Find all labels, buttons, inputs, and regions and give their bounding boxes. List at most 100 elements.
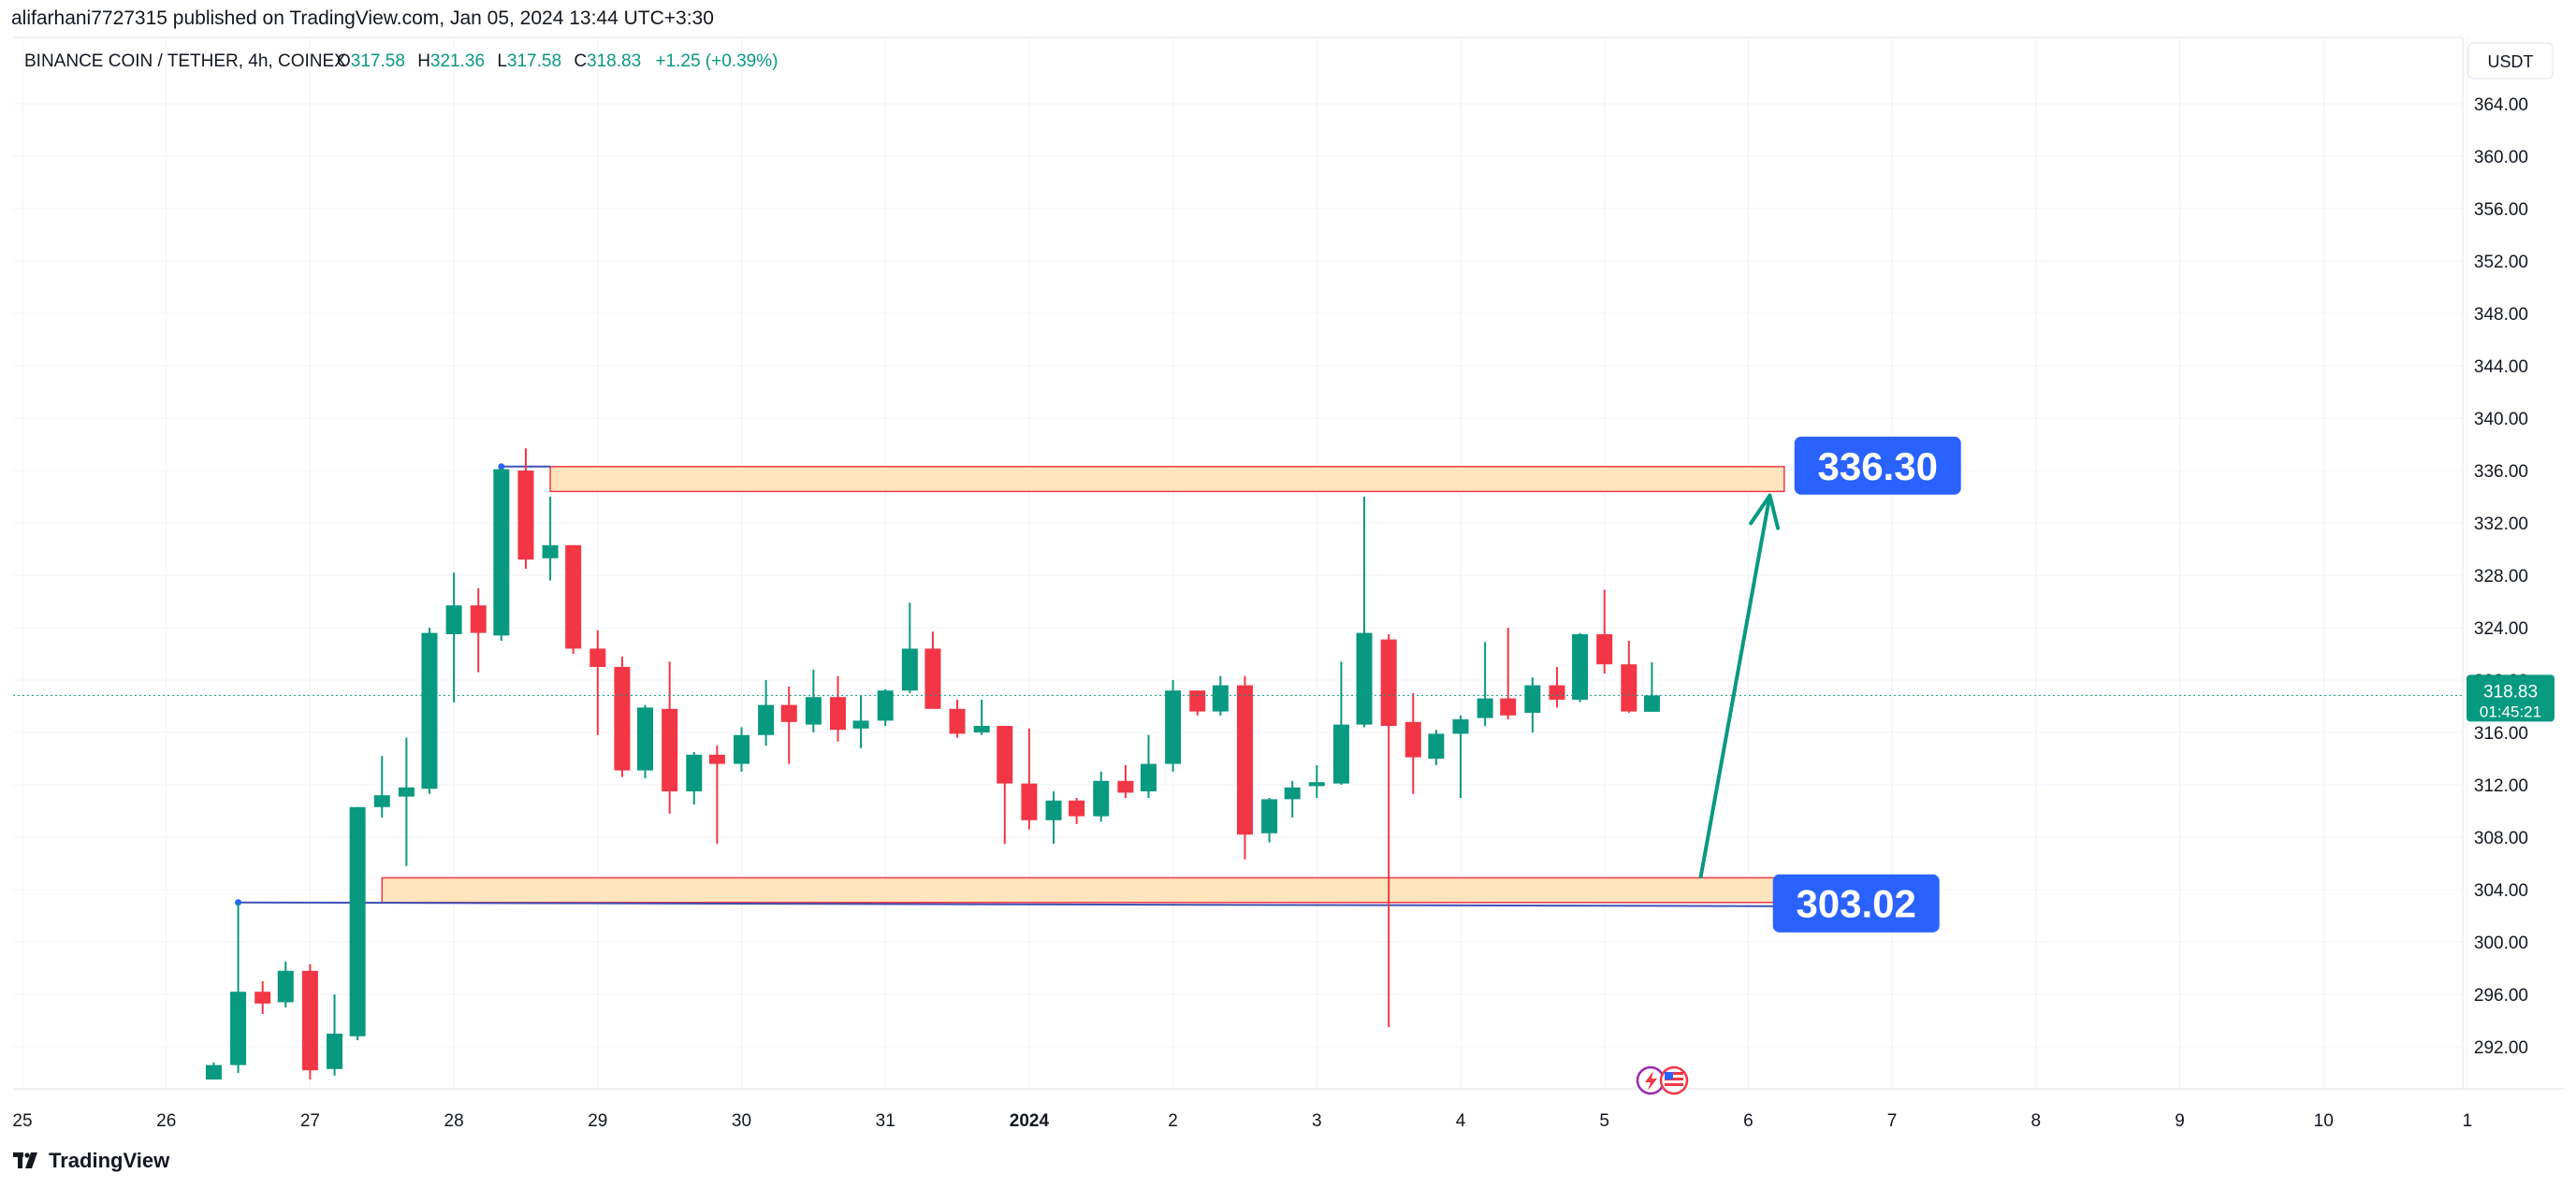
candle-body xyxy=(1308,782,1325,787)
time-tick-label: 1 xyxy=(2463,1111,2473,1131)
candle xyxy=(1021,728,1038,830)
candle xyxy=(1643,661,1660,712)
candle-body xyxy=(398,787,415,797)
candle-body xyxy=(205,1065,222,1079)
candle-body xyxy=(493,469,510,636)
last-price-value: 318.83 xyxy=(2483,682,2538,702)
candle xyxy=(277,962,294,1007)
time-tick-label: 9 xyxy=(2175,1111,2185,1131)
candle-body xyxy=(1356,632,1373,725)
zone-price-label-text: 336.30 xyxy=(1817,444,1937,488)
tradingview-logo-icon xyxy=(13,1152,37,1168)
candle xyxy=(1404,693,1421,794)
candle xyxy=(493,468,510,641)
candle xyxy=(1093,772,1110,822)
candle xyxy=(589,630,606,735)
zone-price-label-bg xyxy=(1772,874,1940,933)
time-tick-label: 28 xyxy=(444,1111,464,1131)
zone-price-label-2: 303.02 xyxy=(1772,874,1940,933)
candle xyxy=(1452,715,1469,798)
candle-body xyxy=(1404,721,1421,758)
candle xyxy=(301,963,318,1079)
zone-price-label-1: 336.30 xyxy=(1794,436,1961,495)
candle xyxy=(1621,641,1637,713)
candle xyxy=(780,687,797,764)
candle xyxy=(1500,628,1517,719)
candles xyxy=(205,448,1660,1079)
candle xyxy=(1189,690,1206,716)
candle-body xyxy=(901,648,918,691)
candle xyxy=(1332,661,1349,785)
candle-body xyxy=(349,806,366,1036)
candle xyxy=(877,688,894,726)
time-tick-label: 27 xyxy=(300,1111,320,1131)
time-tick-label: 2 xyxy=(1168,1111,1178,1131)
candle-body xyxy=(1236,685,1253,835)
candle-body xyxy=(277,970,294,1003)
time-tick-label: 6 xyxy=(1743,1111,1754,1131)
zone-box-1 xyxy=(549,466,1785,493)
time-tick-label: 26 xyxy=(156,1111,176,1131)
candle-body xyxy=(1117,780,1134,793)
candle-body xyxy=(1477,698,1493,718)
price-tick-label: 308.00 xyxy=(2474,829,2528,848)
trend-arrow[interactable] xyxy=(1698,493,1781,878)
candle xyxy=(398,737,415,866)
ohlc-c-value: 318.83 xyxy=(587,51,641,71)
ohlc-o-value: 317.58 xyxy=(351,51,405,71)
zone-price-label-bg xyxy=(1794,436,1961,495)
candle xyxy=(349,806,366,1040)
currency-button[interactable]: USDT xyxy=(2467,42,2554,80)
tradingview-brand[interactable]: TradingView xyxy=(13,1149,169,1173)
ohlc-l-label: L xyxy=(497,51,507,71)
price-tick-label: 312.00 xyxy=(2474,776,2528,796)
candle-body xyxy=(614,667,631,771)
time-axis[interactable]: 25 26 27 28 29 30 31 2024 2 3 4 5 6 7 8 9 10 1 xyxy=(12,1111,2472,1131)
event-icons[interactable] xyxy=(1636,1065,1689,1095)
candle xyxy=(373,756,390,818)
symbol-line: BINANCE COIN / TETHER, 4h, COINEX xyxy=(24,51,346,71)
candle xyxy=(1117,765,1134,798)
candle xyxy=(973,700,990,735)
price-axis[interactable]: 364.00 360.00 356.00 352.00 348.00 344.00 340.… xyxy=(2467,95,2554,1058)
candle xyxy=(1261,798,1278,843)
candle xyxy=(805,669,822,732)
tradingview-brand-text: TradingView xyxy=(49,1149,170,1172)
candle xyxy=(205,1062,222,1079)
candle-body xyxy=(1189,690,1206,712)
candle-body xyxy=(1572,634,1589,700)
candle-body xyxy=(1596,634,1613,665)
candle-body xyxy=(780,704,797,722)
candle-body xyxy=(1212,685,1229,712)
candle xyxy=(1596,589,1613,674)
time-tick-label: 4 xyxy=(1456,1111,1466,1131)
candle xyxy=(445,572,462,703)
candle xyxy=(734,727,750,772)
us-flag-icon[interactable] xyxy=(1659,1065,1689,1095)
candle-body xyxy=(301,970,318,1071)
candle-body xyxy=(852,720,869,729)
candle-body xyxy=(973,726,990,732)
candle-body xyxy=(517,471,534,560)
candle-body xyxy=(255,992,271,1004)
last-price-badge-bg xyxy=(2467,674,2554,722)
candle-body xyxy=(1452,719,1469,734)
price-tick-label: 328.00 xyxy=(2474,567,2528,587)
price-tick-label: 336.00 xyxy=(2474,462,2528,482)
time-tick-label: 8 xyxy=(2031,1111,2042,1131)
candle xyxy=(637,704,654,778)
price-tick-label: 344.00 xyxy=(2474,357,2528,377)
candle-body xyxy=(542,544,559,558)
candle xyxy=(565,544,582,654)
candle xyxy=(924,631,941,709)
time-tick-label: 2024 xyxy=(1010,1111,1050,1131)
candle-body xyxy=(565,544,582,649)
candle xyxy=(686,752,703,804)
candle xyxy=(758,680,775,746)
candle-body xyxy=(1021,783,1038,820)
candle xyxy=(1308,765,1325,798)
candle-body xyxy=(1549,685,1565,700)
trend-arrow-head xyxy=(1749,493,1781,530)
time-tick-label: 31 xyxy=(876,1111,895,1131)
